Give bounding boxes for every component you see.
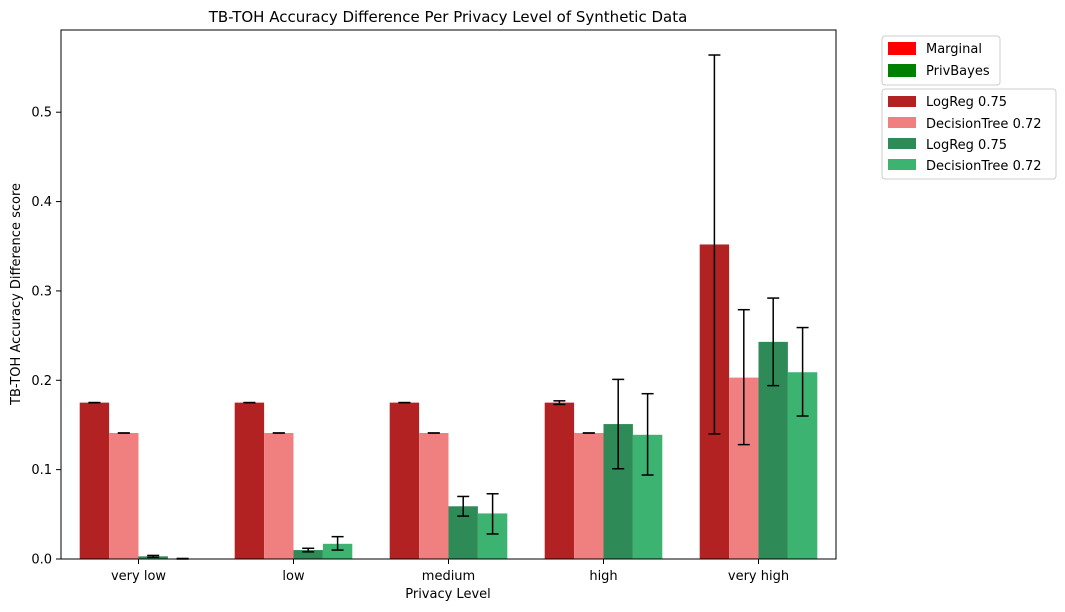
error-bar xyxy=(767,297,780,387)
error-bar xyxy=(737,308,750,446)
x-tick-label: very low xyxy=(111,569,166,584)
error-bar xyxy=(796,326,809,417)
error-bar xyxy=(302,547,315,553)
plot-area xyxy=(79,54,818,560)
x-tick-label: high xyxy=(589,569,617,584)
y-axis-label: TB-TOH Accuracy Difference score xyxy=(9,183,24,406)
legend-series: LogReg 0.75 DecisionTree 0.72 LogReg 0.7… xyxy=(881,88,1057,180)
bar xyxy=(544,402,575,559)
y-tick-label: 0.4 xyxy=(31,195,52,210)
legend-swatch-series-3 xyxy=(888,138,916,149)
x-axis-label: Privacy Level xyxy=(405,587,491,602)
error-bar xyxy=(708,54,721,435)
y-tick-label: 0.5 xyxy=(31,106,52,121)
chart-title: TB-TOH Accuracy Difference Per Privacy L… xyxy=(208,8,688,26)
y-tick-label: 0.2 xyxy=(31,374,52,389)
x-tick-label: very high xyxy=(728,569,789,584)
bar xyxy=(293,550,323,559)
x-axis: very low low medium high very high xyxy=(111,559,789,584)
legend-groups: Marginal PrivBayes xyxy=(881,35,1001,86)
legend-swatch-series-4 xyxy=(888,159,916,170)
legend-label-series-4: DecisionTree 0.72 xyxy=(926,159,1042,174)
bar xyxy=(322,543,353,559)
error-bar xyxy=(331,535,344,551)
bar xyxy=(574,433,604,559)
error-bar xyxy=(641,392,654,476)
bar xyxy=(389,402,420,559)
y-tick-label: 0.1 xyxy=(31,463,52,478)
legend-swatch-marginal xyxy=(888,42,916,55)
bar xyxy=(264,433,294,559)
legend-swatch-series-2 xyxy=(888,117,916,128)
legend-swatch-series-1 xyxy=(888,96,916,107)
legend-label-series-1: LogReg 0.75 xyxy=(926,95,1007,110)
bar xyxy=(234,402,265,559)
error-bar xyxy=(612,378,625,470)
x-tick-label: low xyxy=(282,569,305,584)
x-tick-label: medium xyxy=(422,569,475,584)
error-bar xyxy=(457,495,470,517)
error-bar xyxy=(553,400,566,406)
legend-series-frame xyxy=(881,88,1057,180)
legend-swatch-privbayes xyxy=(888,64,916,77)
y-tick-label: 0.0 xyxy=(31,553,52,568)
error-bar xyxy=(147,554,160,558)
bar xyxy=(419,433,449,559)
bar xyxy=(109,433,139,559)
legend-label-privbayes: PrivBayes xyxy=(926,64,990,79)
legend-label-series-3: LogReg 0.75 xyxy=(926,138,1007,153)
bar xyxy=(79,402,110,559)
legend-label-marginal: Marginal xyxy=(926,42,982,57)
error-bar xyxy=(486,493,499,535)
y-axis: 0.0 0.1 0.2 0.3 0.4 0.5 xyxy=(31,106,61,568)
y-tick-label: 0.3 xyxy=(31,284,52,299)
legend-label-series-2: DecisionTree 0.72 xyxy=(926,117,1042,132)
